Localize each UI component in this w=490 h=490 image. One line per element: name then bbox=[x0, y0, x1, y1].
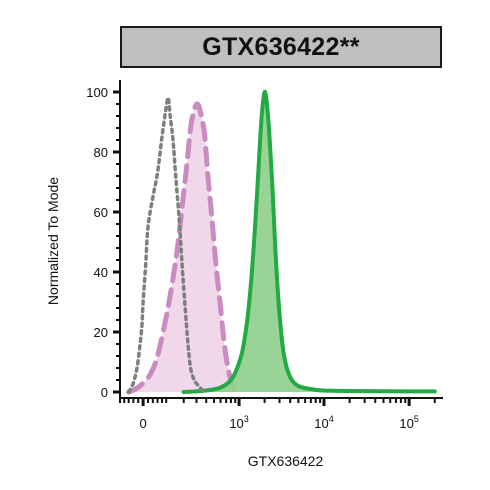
y-tick-label: 60 bbox=[94, 205, 108, 220]
series-solid-line bbox=[181, 89, 437, 394]
x-tick-label: 0 bbox=[139, 416, 146, 431]
x-tick-label: 104 bbox=[314, 414, 333, 431]
series-layer bbox=[126, 89, 437, 395]
y-tick-label: 20 bbox=[94, 325, 108, 340]
y-axis-title: Normalized To Mode bbox=[45, 177, 61, 305]
y-tick-label: 40 bbox=[94, 265, 108, 280]
y-tick-label: 0 bbox=[101, 385, 108, 400]
series-dotted bbox=[126, 95, 207, 394]
series-dashed-line bbox=[126, 101, 238, 395]
y-tick-label: 100 bbox=[86, 85, 108, 100]
x-axis-title: GTX636422 bbox=[248, 453, 324, 469]
x-tick-label: 103 bbox=[229, 414, 248, 431]
series-solid bbox=[181, 89, 437, 394]
chart-title-box: GTX636422** bbox=[120, 26, 442, 68]
series-dotted-line bbox=[126, 95, 207, 394]
x-tick-label: 105 bbox=[399, 414, 418, 431]
chart-title: GTX636422** bbox=[202, 32, 360, 61]
y-tick-label: 80 bbox=[94, 145, 108, 160]
